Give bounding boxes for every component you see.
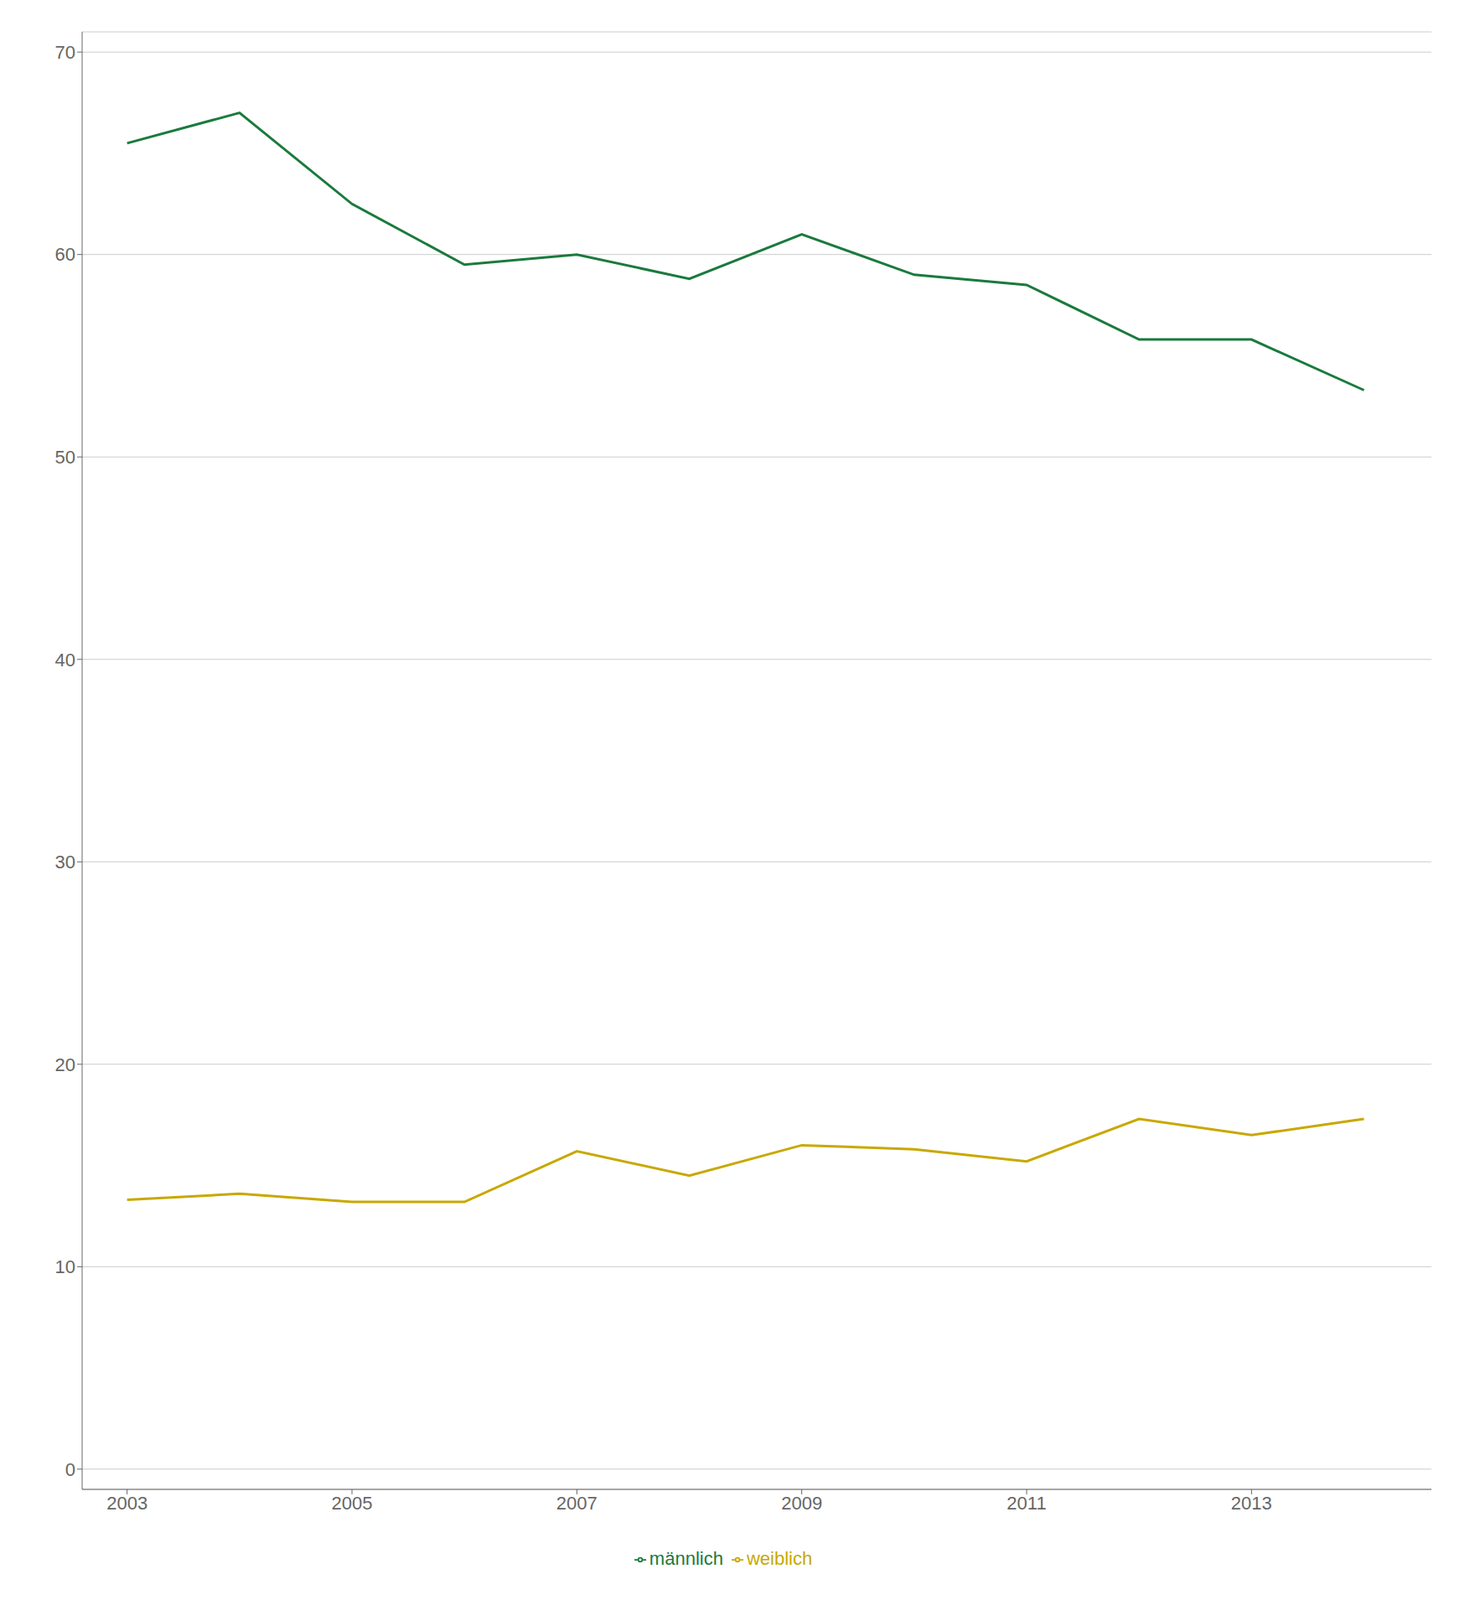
svg-text:0: 0	[65, 1459, 76, 1481]
svg-text:20: 20	[55, 1054, 76, 1076]
svg-text:2003: 2003	[106, 1492, 148, 1514]
html-text:männlich: männlich	[649, 1547, 724, 1569]
svg-text:60: 60	[55, 243, 76, 265]
svg-text:50: 50	[55, 446, 76, 468]
svg-text:10: 10	[55, 1256, 76, 1278]
svg-text:2007: 2007	[556, 1492, 598, 1514]
svg-text:70: 70	[55, 41, 76, 63]
svg-text:40: 40	[55, 649, 76, 671]
svg-text:2005: 2005	[331, 1492, 373, 1514]
svg-text:2011: 2011	[1006, 1492, 1046, 1514]
html-text:weiblich: weiblich	[746, 1547, 813, 1569]
svg-text:30: 30	[55, 851, 76, 873]
svg-text:2013: 2013	[1231, 1492, 1273, 1514]
svg-text:2009: 2009	[781, 1492, 823, 1514]
